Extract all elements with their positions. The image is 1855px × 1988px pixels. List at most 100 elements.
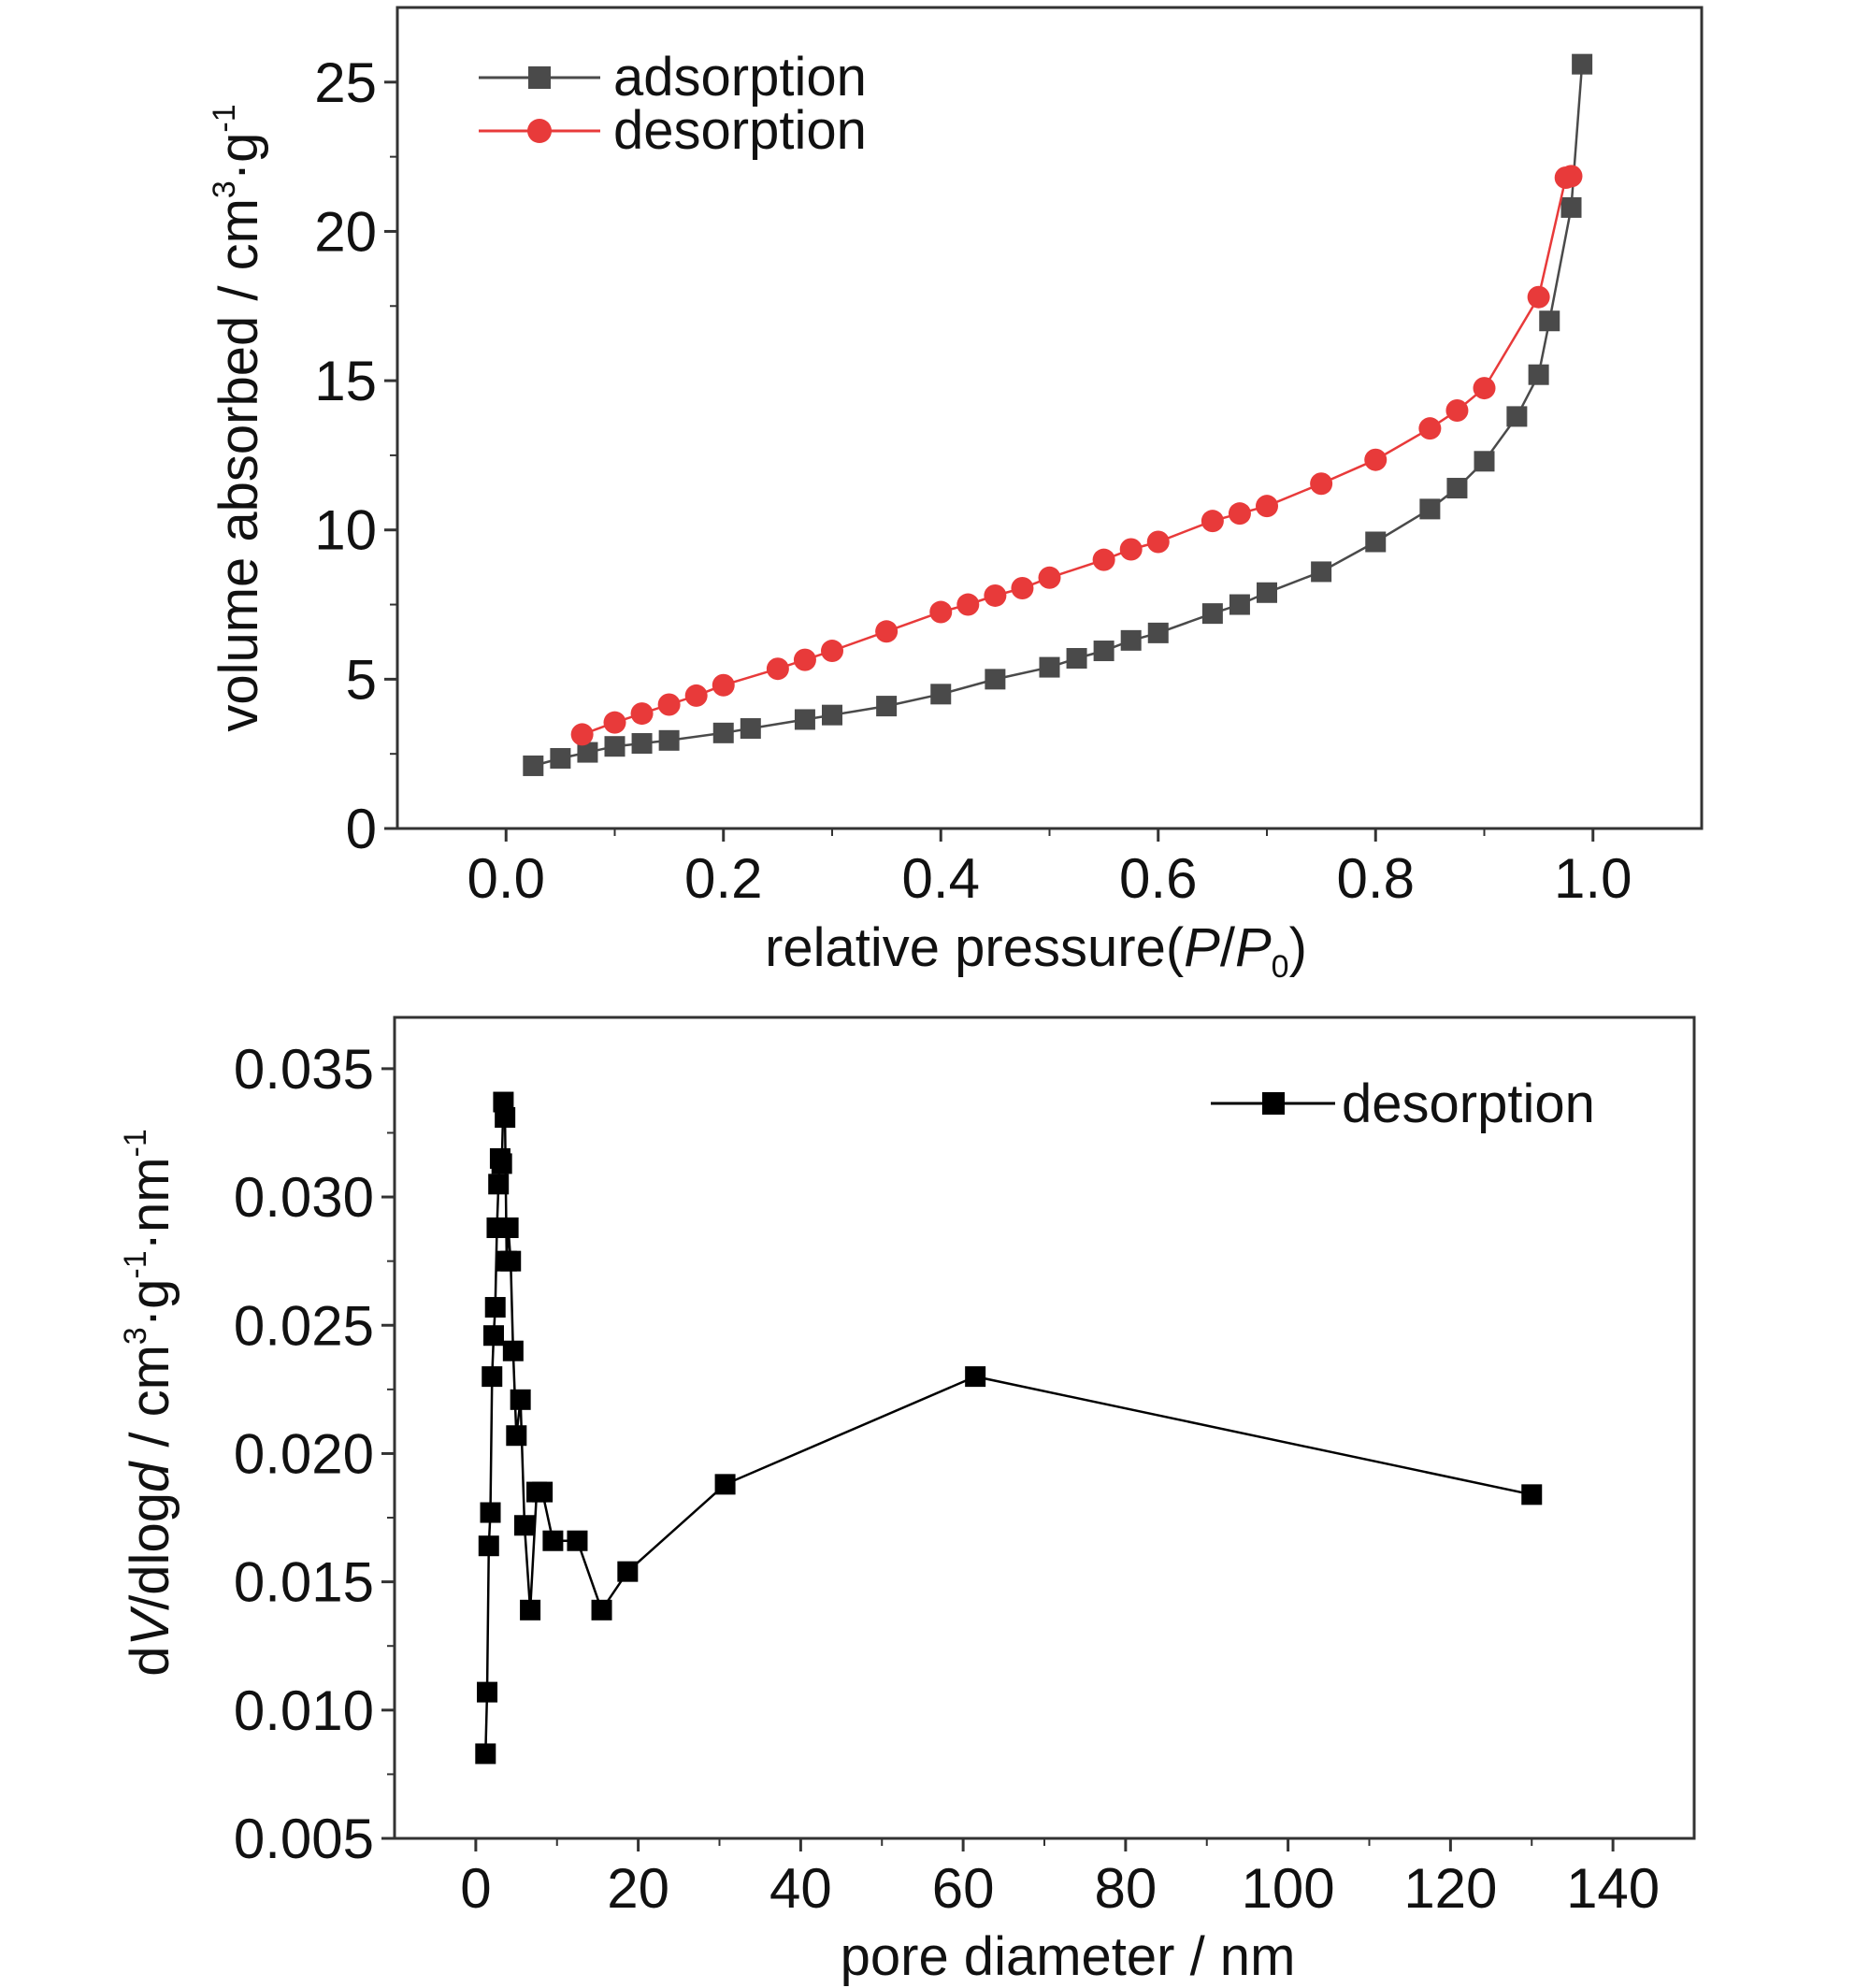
isotherm-y-tick-label: 0 — [346, 798, 377, 860]
pore-desorption-point — [965, 1366, 986, 1388]
pore-desorption-point — [478, 1535, 499, 1557]
pore-desorption-point — [542, 1530, 564, 1551]
isotherm-adsorption-point — [740, 718, 761, 740]
pore-desorption-point — [591, 1599, 612, 1621]
isotherm-adsorption-point — [1560, 196, 1582, 218]
pore-distribution-plot-frame — [393, 1016, 1696, 1840]
pore-desorption-point — [488, 1174, 510, 1195]
isotherm-y-tick-label: 15 — [314, 350, 377, 412]
pore-y-tick-label: 0.025 — [234, 1294, 374, 1357]
pore-desorption-point — [506, 1425, 527, 1447]
isotherm-adsorption-point — [550, 747, 571, 769]
pore-desorption-point — [1521, 1484, 1543, 1505]
pore-y-tick-label: 0.005 — [234, 1808, 374, 1870]
isotherm-adsorption-point — [1093, 641, 1114, 662]
isotherm-adsorption-point — [1446, 478, 1468, 499]
isotherm-desorption-point — [1445, 399, 1469, 423]
isotherm-y-axis-title: volume absorbed / cm3·g-1 — [207, 104, 269, 731]
isotherm-x-tick-label: 0.2 — [684, 847, 762, 910]
pore-desorption-point — [520, 1599, 541, 1621]
isotherm-y-tick-label: 5 — [346, 648, 377, 711]
pore-distribution-series — [475, 1091, 1543, 1765]
isotherm-desorption-point — [984, 583, 1007, 607]
isotherm-desorption-point — [630, 702, 654, 726]
isotherm-desorption-point — [603, 711, 626, 734]
isotherm-desorption-point — [657, 693, 681, 716]
isotherm-adsorption-point — [1419, 498, 1441, 520]
pore-desorption-point — [514, 1515, 535, 1536]
isotherm-x-axis-title: relative pressure(P/P0) — [765, 917, 1307, 985]
isotherm-adsorption-point — [577, 742, 598, 763]
isotherm-x-tick-label: 0.0 — [467, 847, 545, 910]
pore-y-tick-label: 0.010 — [234, 1679, 374, 1742]
isotherm-adsorption-point — [822, 704, 842, 726]
isotherm-adsorption-point — [1365, 531, 1387, 553]
isotherm-x-tick-label: 0.6 — [1119, 847, 1197, 910]
isotherm-desorption-point — [1201, 510, 1224, 533]
isotherm-desorption-point — [1560, 165, 1583, 188]
isotherm-desorption-point — [1527, 285, 1550, 309]
pore-x-tick-label: 20 — [607, 1857, 669, 1920]
pore-desorption-point — [495, 1107, 516, 1129]
pore-x-tick-label: 0 — [460, 1857, 491, 1920]
pore-desorption-point — [714, 1474, 736, 1495]
isotherm-adsorption-point — [1474, 451, 1495, 472]
pore-x-tick-label: 40 — [769, 1857, 832, 1920]
isotherm-adsorption-point — [1147, 622, 1169, 643]
pore-desorption-point — [491, 1153, 512, 1174]
isotherm-adsorption-point — [1506, 406, 1528, 427]
isotherm-adsorption-point — [876, 696, 898, 717]
isotherm-desorption-point — [1038, 566, 1061, 589]
pore-desorption-point — [475, 1743, 496, 1765]
pore-desorption-point — [497, 1217, 519, 1238]
isotherm-adsorption-point — [1201, 603, 1223, 625]
pore-x-tick-label: 80 — [1095, 1857, 1158, 1920]
isotherm-desorption-point — [570, 723, 594, 746]
pore-desorption-point — [502, 1340, 524, 1361]
pore-desorption-point — [482, 1366, 503, 1388]
isotherm-x-tick-label: 0.8 — [1337, 847, 1415, 910]
pore-y-tick-label: 0.020 — [234, 1422, 374, 1485]
pore-y-tick-label: 0.035 — [234, 1038, 374, 1101]
isotherm-adsorption-point — [794, 709, 815, 730]
isotherm-desorption-point — [1228, 502, 1251, 526]
isotherm-adsorption-point — [1539, 310, 1560, 332]
isotherm-desorption-point — [1256, 495, 1278, 518]
pore-x-tick-label: 140 — [1566, 1857, 1660, 1920]
isotherm-adsorption-point — [1528, 364, 1549, 385]
legend-pore-desorption-marker — [1262, 1092, 1285, 1115]
isotherm-desorption-point — [1310, 472, 1333, 496]
isotherm-adsorption-point — [523, 755, 544, 776]
pore-desorption-point — [500, 1250, 522, 1272]
pore-y-tick-label: 0.015 — [234, 1551, 374, 1614]
isotherm-y-tick-label: 20 — [314, 200, 377, 263]
pore-desorption-point — [567, 1530, 588, 1551]
isotherm-adsorption-point — [658, 729, 680, 751]
pore-desorption-line — [484, 1102, 1532, 1754]
pore-desorption-point — [477, 1681, 498, 1703]
isotherm-legend: adsorption desorption — [479, 47, 867, 161]
pore-distribution-chart: 0 20 40 60 80 100 120 140 0.005 0.010 0.015 0.020 0.… — [118, 1016, 1696, 1987]
isotherm-desorption-point — [712, 673, 735, 697]
isotherm-adsorption-point — [1066, 648, 1087, 670]
pore-desorption-point — [510, 1389, 531, 1410]
isotherm-desorption-point — [1092, 548, 1115, 571]
isotherm-adsorption-point — [930, 684, 952, 705]
isotherm-y-tick-label: 10 — [314, 499, 377, 562]
legend-desorption-marker — [527, 119, 552, 143]
legend-adsorption-marker — [528, 66, 551, 89]
pore-x-tick-label: 120 — [1403, 1857, 1497, 1920]
isotherm-chart: 0.0 0.2 0.4 0.6 0.8 1.0 0 5 10 15 20 25 adsorption … — [207, 6, 1704, 985]
pore-y-tick-label: 0.030 — [234, 1166, 374, 1229]
pore-x-tick-label: 60 — [932, 1857, 995, 1920]
isotherm-adsorption-point — [604, 736, 626, 757]
pore-desorption-point — [482, 1325, 504, 1347]
pore-x-tick-label: 100 — [1242, 1857, 1335, 1920]
pore-distribution-legend: desorption — [1211, 1073, 1595, 1134]
isotherm-desorption-point — [684, 684, 708, 707]
isotherm-desorption-point — [1011, 576, 1034, 599]
isotherm-desorption-point — [793, 648, 816, 671]
isotherm-adsorption-point — [1257, 582, 1277, 603]
pore-distribution-x-axis-title: pore diameter / nm — [841, 1926, 1296, 1987]
